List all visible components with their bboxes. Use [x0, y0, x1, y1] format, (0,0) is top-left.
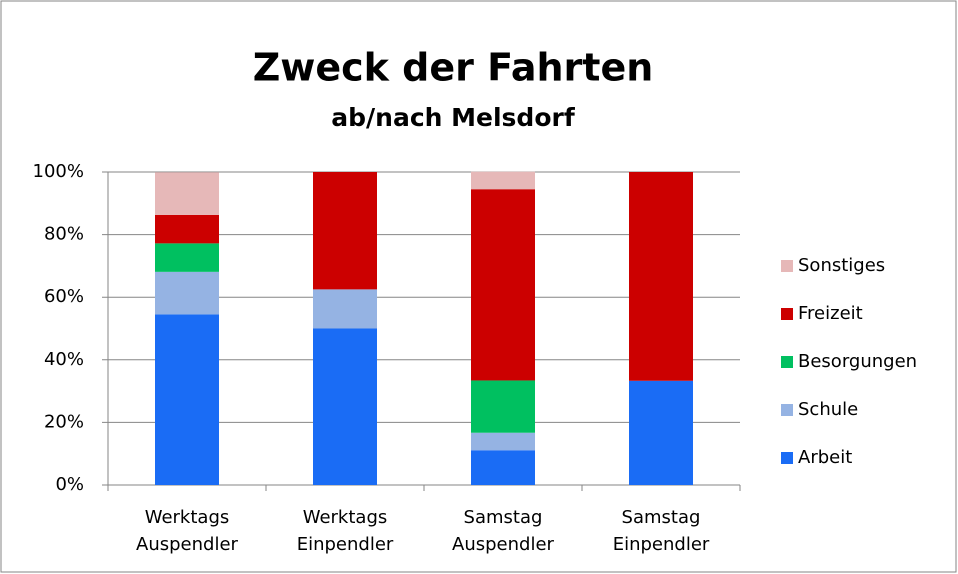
y-tick-label: 100% — [33, 161, 84, 182]
bar-segment — [471, 171, 535, 190]
legend-label: Arbeit — [798, 447, 852, 468]
y-tick-label: 0% — [55, 474, 84, 495]
bar-segment — [155, 314, 219, 485]
bar-segment — [471, 450, 535, 485]
bar-segment — [471, 189, 535, 381]
bar-segment — [155, 271, 219, 315]
legend-label: Freizeit — [798, 303, 863, 324]
x-tick-label: Samstag — [622, 507, 701, 528]
bar-segment — [155, 172, 219, 215]
y-tick-label: 60% — [44, 286, 84, 307]
bar-segment — [629, 172, 693, 381]
bar-segment — [471, 380, 535, 433]
legend-label: Schule — [798, 399, 858, 420]
x-tick-label: Werktags — [145, 507, 230, 528]
x-tick-label: Werktags — [303, 507, 388, 528]
bar-segment — [629, 380, 693, 485]
x-tick-label: Einpendler — [613, 534, 710, 555]
bar-segment — [471, 432, 535, 451]
legend-swatch — [781, 308, 793, 320]
legend-label: Besorgungen — [798, 351, 917, 372]
bar-segment — [155, 214, 219, 244]
y-tick-label: 20% — [44, 411, 84, 432]
legend-label: Sonstiges — [798, 255, 885, 276]
x-tick-label: Auspendler — [136, 534, 239, 555]
bar-segment — [313, 328, 377, 485]
y-tick-label: 80% — [44, 224, 84, 245]
chart-subtitle: ab/nach Melsdorf — [331, 103, 576, 132]
legend-swatch — [781, 356, 793, 368]
chart-title: Zweck der Fahrten — [253, 46, 654, 90]
legend-swatch — [781, 404, 793, 416]
legend-swatch — [781, 260, 793, 272]
x-tick-label: Samstag — [464, 507, 543, 528]
x-tick-label: Auspendler — [452, 534, 555, 555]
y-tick-label: 40% — [44, 349, 84, 370]
bar-segment — [313, 289, 377, 329]
bar-segment — [155, 243, 219, 272]
legend-swatch — [781, 452, 793, 464]
x-tick-label: Einpendler — [297, 534, 394, 555]
bar-segment — [313, 172, 377, 290]
